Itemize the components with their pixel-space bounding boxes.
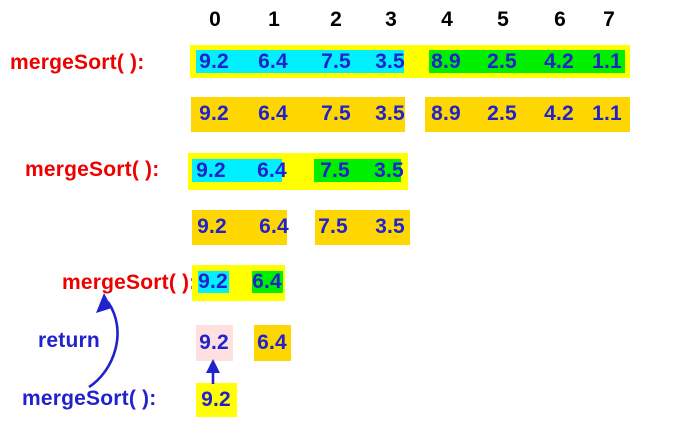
column-header-7: 7 (603, 8, 615, 31)
array-cell: 9.2 (197, 215, 227, 238)
array-cell: 2.5 (487, 50, 517, 73)
column-header-0: 0 (209, 8, 221, 31)
array-cell: 8.9 (431, 50, 461, 73)
array-cell: 6.4 (252, 270, 282, 293)
array-cell: 9.2 (198, 270, 228, 293)
returned-element-box (196, 325, 233, 361)
level1-left-array-band (191, 97, 405, 132)
array-cell: 1.1 (592, 102, 622, 125)
mergesort-call-label-1: mergeSort( ): (10, 51, 145, 74)
array-cell: 1.1 (592, 50, 622, 73)
level3-right-element-box (252, 271, 283, 293)
array-cell: 9.2 (196, 159, 226, 182)
level1-right-array-band (425, 97, 630, 132)
return-curve-arrowhead-icon (96, 293, 112, 313)
array-cell: 9.2 (199, 50, 229, 73)
column-header-6: 6 (554, 8, 566, 31)
array-cell: 7.5 (321, 102, 351, 125)
array-cell: 8.9 (431, 102, 461, 125)
column-header-3: 3 (385, 8, 397, 31)
array-cell: 3.5 (374, 159, 404, 182)
array-cell: 6.4 (258, 102, 288, 125)
column-header-5: 5 (497, 8, 509, 31)
array-cell: 7.5 (318, 215, 348, 238)
array-cell: 4.2 (544, 102, 574, 125)
array-cell: 6.4 (258, 50, 288, 73)
level2-left-quarter-band (192, 159, 282, 182)
level2-left-array-band (192, 210, 287, 245)
array-cell: 9.2 (199, 102, 229, 125)
array-cell: 6.4 (259, 215, 289, 238)
base-case-element-box (196, 383, 237, 417)
array-cell: 3.5 (375, 102, 405, 125)
level2-right-array-band (315, 210, 410, 245)
array-cell: 3.5 (375, 50, 405, 73)
array-cell: 9.2 (201, 388, 231, 411)
column-header-2: 2 (330, 8, 342, 31)
column-header-1: 1 (268, 8, 280, 31)
array-cell: 7.5 (320, 159, 350, 182)
waiting-element-box (254, 325, 291, 361)
base-return-arrowhead-icon (206, 359, 220, 373)
array-cell: 7.5 (321, 50, 351, 73)
array-cell: 6.4 (257, 331, 287, 354)
level2-right-quarter-band (314, 159, 401, 182)
array-cell: 6.4 (257, 159, 287, 182)
array-cell: 3.5 (375, 215, 405, 238)
mergesort-call-label-2: mergeSort( ): (25, 158, 160, 181)
array-cell: 2.5 (487, 102, 517, 125)
level3-left-element-box (198, 271, 229, 293)
level1-left-half-band (196, 50, 404, 73)
return-label: return (38, 329, 100, 352)
array-cell: 4.2 (544, 50, 574, 73)
mergesort-call-label-3: mergeSort( ): (62, 271, 197, 294)
mergesort-call-label-4: mergeSort( ): (22, 387, 157, 410)
array-cell: 9.2 (199, 331, 229, 354)
level1-right-half-band (429, 50, 625, 73)
column-header-4: 4 (441, 8, 453, 31)
